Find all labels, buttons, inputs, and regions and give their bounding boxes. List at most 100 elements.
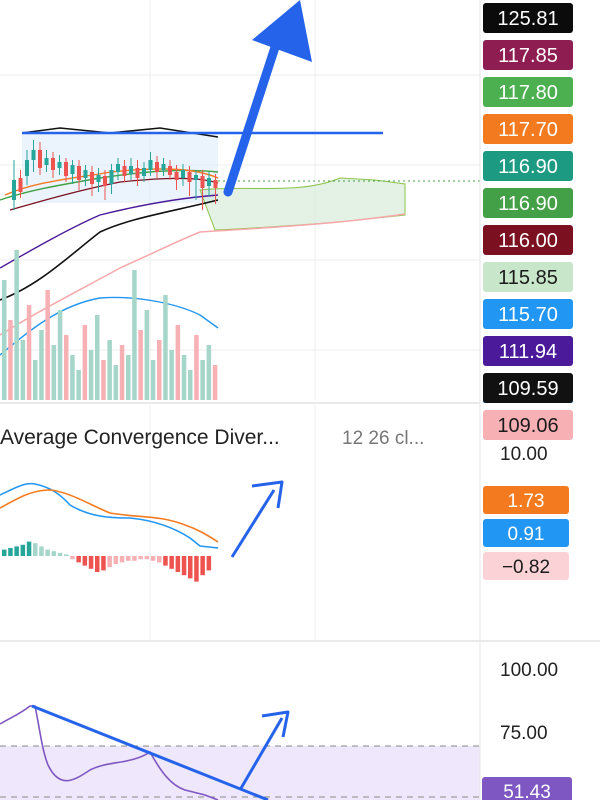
volume-bar — [206, 345, 212, 400]
price-badge-9 — [483, 336, 573, 366]
volume-bar — [181, 355, 187, 400]
rsi-line — [0, 705, 219, 800]
macd-badges: 1.73 0.91 −0.82 — [483, 486, 569, 580]
rsi-badge: 51.43 — [482, 777, 572, 800]
macd-hist-bar — [132, 556, 137, 561]
price-badge-11 — [483, 410, 573, 440]
volume-bars — [2, 250, 218, 400]
macd-hist-bar — [175, 556, 181, 572]
candle-body — [148, 160, 153, 170]
macd-hist-bar — [113, 556, 119, 564]
macd-badge-value: 1.73 — [508, 491, 545, 512]
volume-bar — [144, 310, 150, 400]
candle-body — [181, 170, 185, 178]
candle-body — [64, 162, 68, 176]
macd-hist-bar — [26, 541, 32, 556]
macd-badge-value: −0.82 — [502, 557, 550, 578]
volume-bar — [150, 360, 156, 400]
candle-body — [122, 166, 127, 176]
macd-hist-bar — [45, 549, 50, 556]
macd-hist-bar — [82, 556, 88, 566]
candles — [12, 140, 218, 210]
volume-bar — [76, 370, 81, 400]
candle-body — [109, 170, 114, 184]
macd-hist-bar — [200, 556, 205, 576]
macd-hist-bar — [157, 556, 162, 563]
macd-hist-bar — [188, 556, 193, 579]
candle-body — [168, 166, 172, 175]
candle-body — [57, 162, 62, 168]
price-badge-10 — [483, 373, 573, 403]
macd-hist-bar — [8, 548, 13, 556]
macd-hist-bar — [39, 546, 44, 556]
volume-bar — [126, 355, 131, 400]
candle-body — [44, 158, 49, 165]
volume-bar — [188, 370, 193, 400]
volume-bar — [157, 340, 162, 400]
candle-body — [213, 180, 218, 188]
macd-hist-bar — [57, 552, 63, 556]
macd-hist-bar — [206, 556, 212, 571]
macd-hist-bar — [126, 556, 131, 561]
candle-body — [200, 176, 205, 188]
candle-body — [129, 166, 133, 174]
price-badge-value: 111.94 — [499, 341, 557, 363]
volume-bar — [138, 330, 143, 400]
macd-hist-bar — [163, 556, 168, 566]
macd-badge-1 — [483, 519, 569, 547]
macd-hist-bar — [14, 546, 19, 556]
macd-hist-bar — [194, 556, 199, 582]
candle-body — [174, 172, 179, 180]
volume-bar — [194, 335, 199, 400]
macd-hist-bar — [33, 543, 38, 556]
ma-line-darkred — [9, 177, 219, 211]
price-badge-value: 117.85 — [498, 45, 558, 67]
candle-body — [142, 168, 146, 176]
macd-hist-bar — [150, 556, 156, 561]
macd-hist-bar — [51, 551, 57, 556]
candle-body — [103, 176, 107, 186]
candle-body — [18, 178, 23, 192]
signal-line — [0, 489, 219, 543]
rsi-badge-value: 51.43 — [503, 782, 551, 800]
candle-body — [70, 165, 75, 174]
volume-bar — [113, 365, 119, 400]
candle-body — [12, 180, 16, 200]
price-badge-6 — [483, 225, 573, 255]
macd-hist-bar — [119, 556, 125, 563]
macd-hist-bar — [76, 556, 81, 563]
rsi-panel: 100.00 75.00 — [0, 660, 558, 800]
price-badge-value: 125.81 — [497, 8, 558, 30]
macd-params: 12 26 cl... — [342, 428, 424, 449]
price-badge-value: 115.70 — [498, 304, 558, 326]
volume-bar — [51, 345, 57, 400]
candle-body — [96, 175, 101, 182]
volume-bar — [101, 360, 106, 400]
candle-body — [155, 162, 159, 172]
macd-hist-bar — [2, 549, 7, 556]
volume-bar — [88, 350, 94, 400]
candle-body — [207, 178, 211, 186]
macd-badge-0 — [483, 486, 569, 514]
price-badge-value: 109.59 — [497, 378, 558, 400]
volume-bar — [57, 310, 63, 400]
price-badge-value: 116.90 — [498, 156, 558, 178]
volume-bar — [8, 320, 13, 400]
candle-body — [25, 160, 29, 176]
ma-line-purple — [0, 194, 219, 269]
rsi-axis-label-100: 100.00 — [500, 660, 558, 681]
candle-body — [77, 166, 81, 180]
price-badge-4 — [483, 151, 573, 181]
price-badge-2 — [483, 77, 573, 107]
volume-bar — [2, 280, 7, 400]
macd-badge-value: 0.91 — [508, 524, 545, 545]
volume-bar — [70, 355, 75, 400]
macd-line — [0, 482, 219, 549]
price-badge-5 — [483, 188, 573, 218]
candle-body — [83, 170, 88, 178]
macd-hist-bar — [101, 556, 106, 571]
price-badge-value: 117.80 — [498, 82, 558, 104]
volume-bar — [169, 350, 174, 400]
macd-hist-bar — [181, 556, 187, 576]
